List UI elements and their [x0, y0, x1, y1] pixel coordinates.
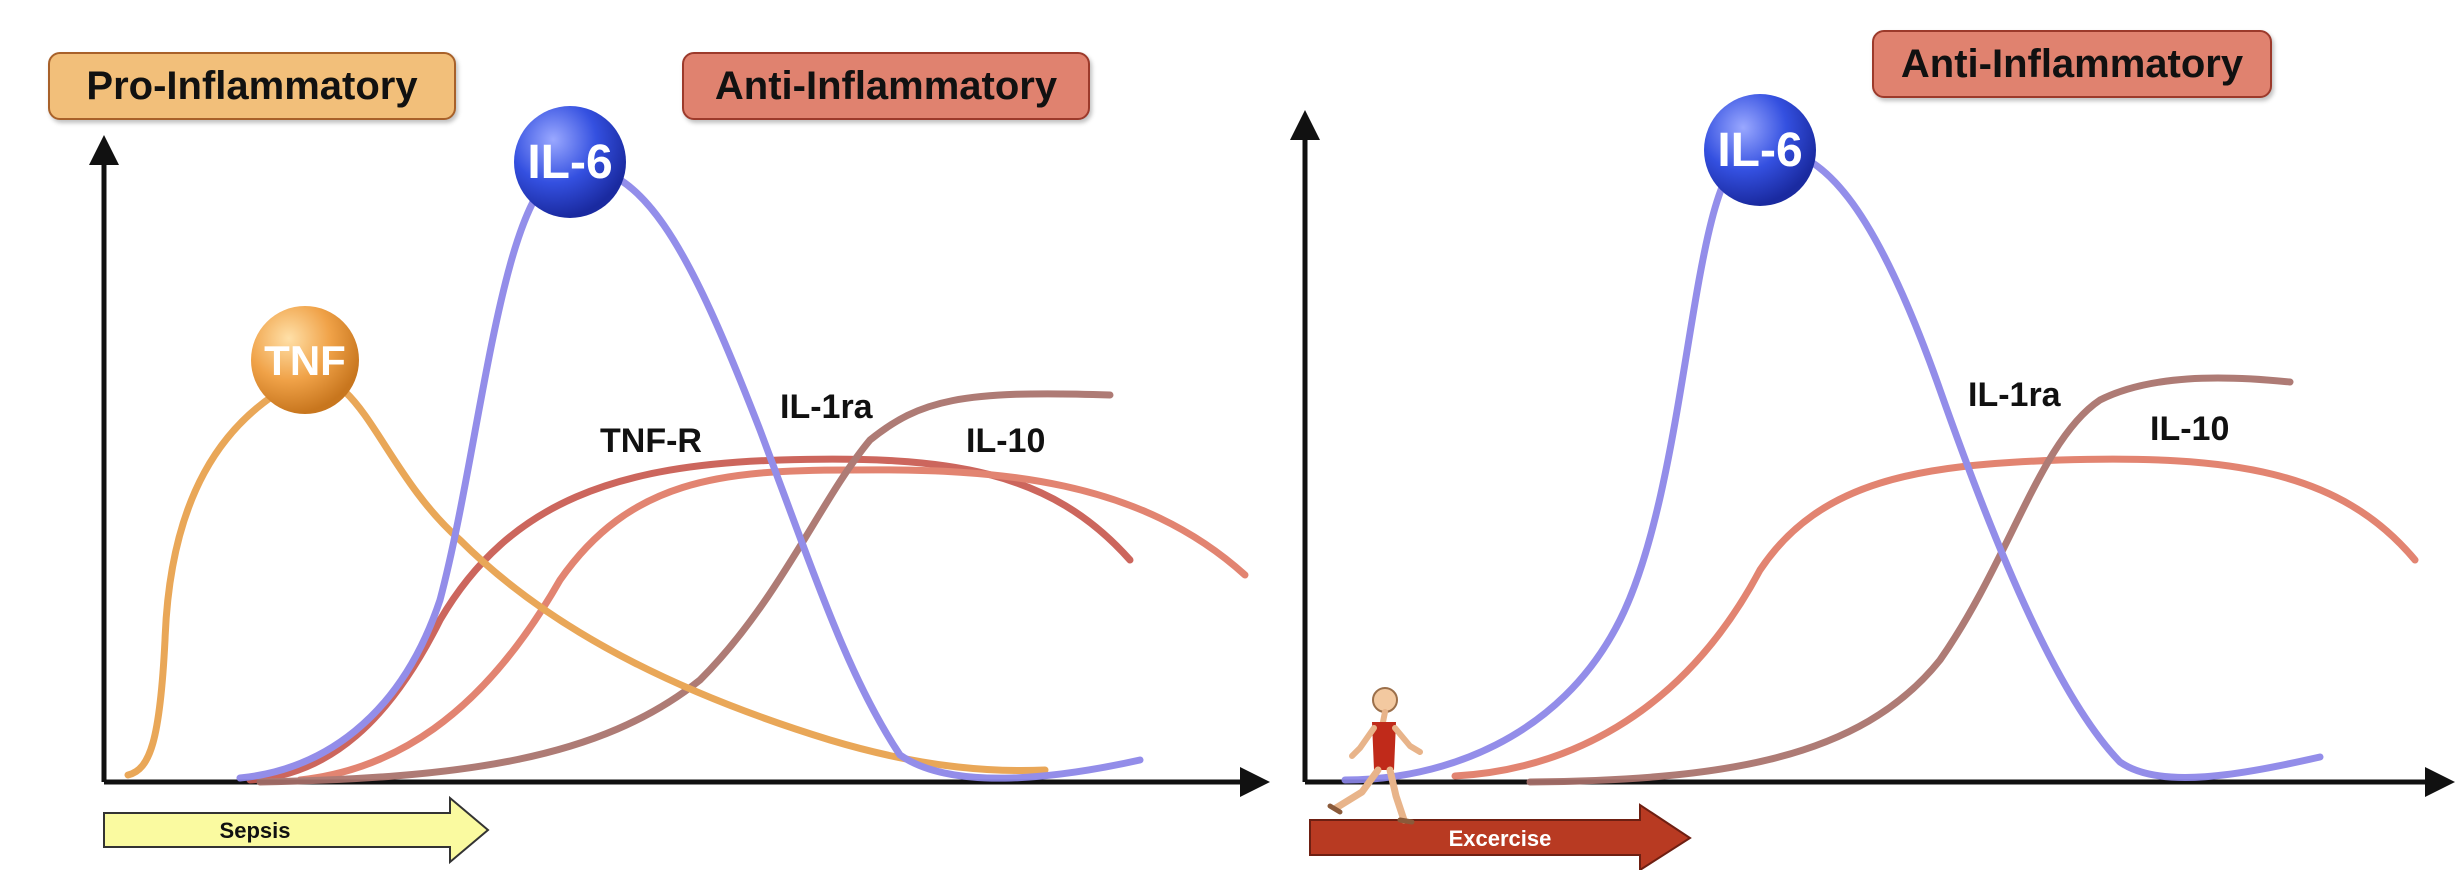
- left-pro-inflammatory-label: Pro-Inflammatory: [86, 63, 418, 108]
- left-il6-curve: [236, 164, 1144, 782]
- right-il1ra-curve: [1526, 374, 2294, 786]
- right-anti-inflammatory-label: Anti-Inflammatory: [1900, 41, 2244, 86]
- right-curves: [1341, 146, 2419, 786]
- right-il1ra-label: IL-1ra: [1968, 376, 2061, 414]
- left-il1ra-label: IL-1ra: [780, 388, 873, 426]
- right-axes: [1290, 110, 2455, 797]
- left-il1ra-curve: [256, 390, 1114, 786]
- right-anti-inflammatory-box: Anti-Inflammatory: [1872, 30, 2272, 98]
- sepsis-arrow: Sepsis: [103, 795, 490, 865]
- right-il6-curve: [1341, 146, 2324, 784]
- right-il10-curve: [1451, 455, 2419, 780]
- right-il6-bubble: IL-6: [1704, 94, 1816, 206]
- left-anti-inflammatory-label: Anti-Inflammatory: [714, 63, 1058, 108]
- left-tnfr-label: TNF-R: [600, 422, 702, 460]
- left-tnf-bubble-label: TNF: [264, 337, 346, 384]
- exercise-arrow-label: Excercise: [1449, 826, 1552, 851]
- sepsis-arrow-label: Sepsis: [220, 818, 291, 843]
- left-pro-inflammatory-box: Pro-Inflammatory: [48, 52, 456, 120]
- left-curves: [124, 164, 1249, 786]
- runner-icon: [1327, 687, 1423, 825]
- left-il6-bubble-label: IL-6: [527, 136, 612, 189]
- left-il10-label: IL-10: [966, 422, 1046, 460]
- left-tnfr-curve: [246, 455, 1134, 784]
- right-il10-label: IL-10: [2150, 410, 2230, 448]
- left-il6-bubble: IL-6: [514, 106, 626, 218]
- left-tnf-curve: [124, 374, 1049, 779]
- left-tnf-bubble: TNF: [251, 306, 359, 414]
- left-il10-curve: [296, 466, 1249, 784]
- left-anti-inflammatory-box: Anti-Inflammatory: [682, 52, 1090, 120]
- right-il6-bubble-label: IL-6: [1717, 124, 1802, 177]
- exercise-arrow: Excercise: [1309, 803, 1692, 870]
